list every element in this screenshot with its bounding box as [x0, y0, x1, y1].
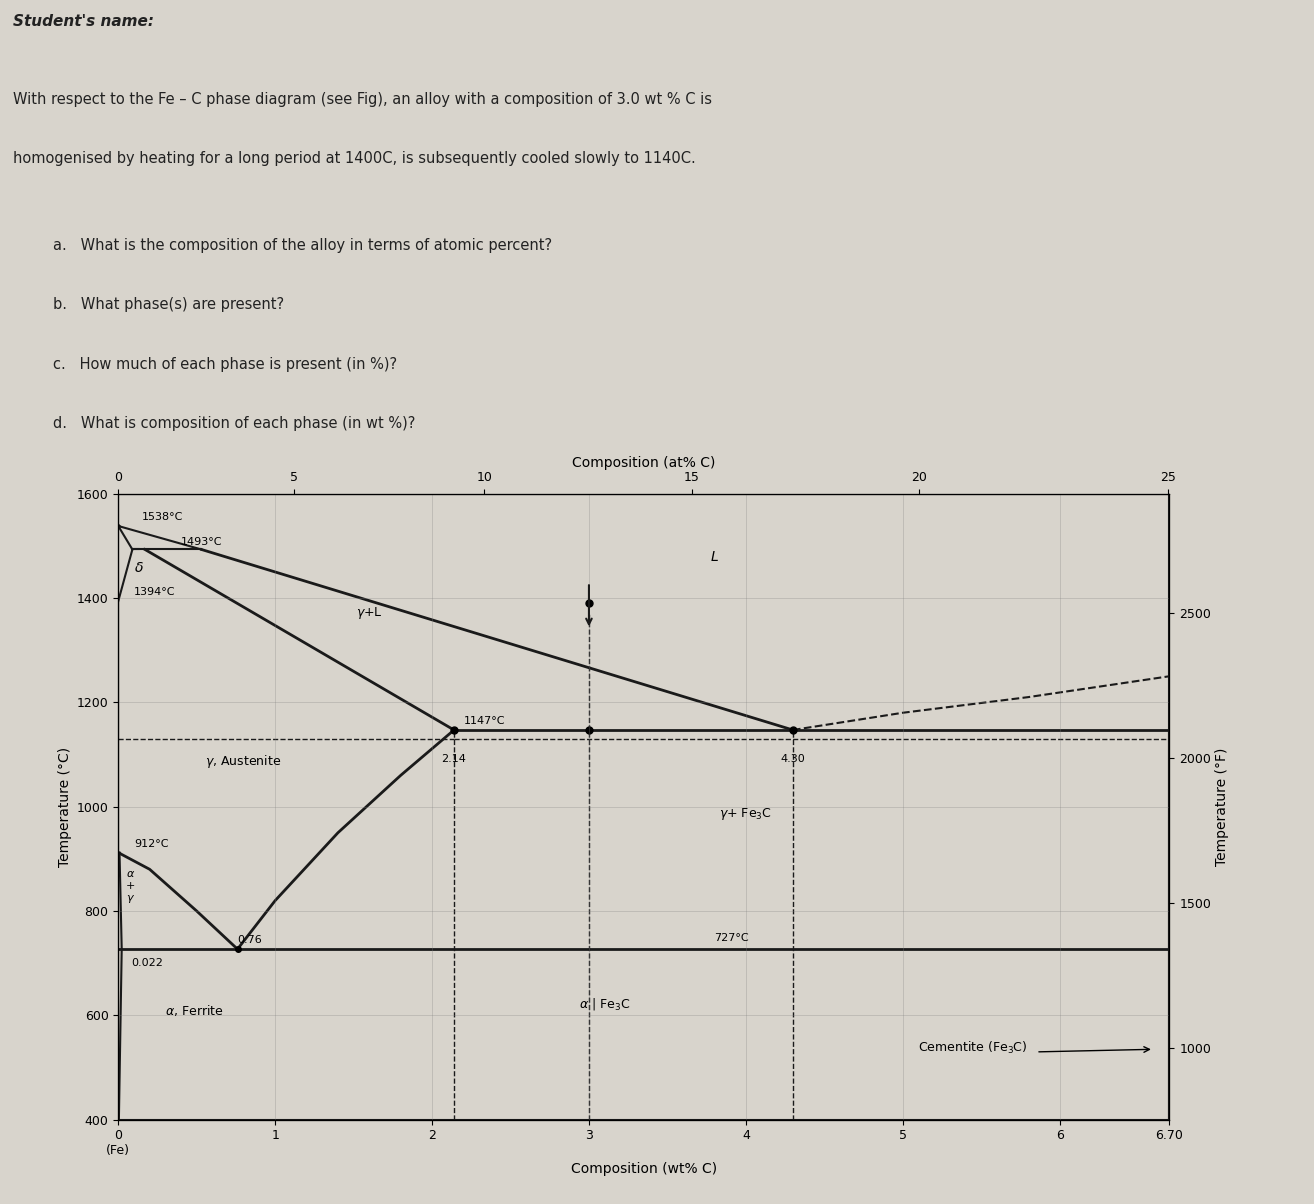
- Text: Student's name:: Student's name:: [13, 13, 154, 29]
- Text: 0.022: 0.022: [131, 958, 163, 968]
- Text: $\delta$: $\delta$: [134, 561, 143, 574]
- Text: b.   What phase(s) are present?: b. What phase(s) are present?: [53, 297, 284, 312]
- Text: $\gamma$+L: $\gamma$+L: [356, 606, 382, 621]
- Text: $\gamma$, Austenite: $\gamma$, Austenite: [205, 752, 281, 769]
- Text: d.   What is composition of each phase (in wt %)?: d. What is composition of each phase (in…: [53, 417, 415, 431]
- Text: 0.76: 0.76: [238, 936, 263, 945]
- Text: $\gamma$+ Fe$_3$C: $\gamma$+ Fe$_3$C: [719, 807, 773, 822]
- Text: 1394°C: 1394°C: [134, 588, 176, 597]
- Text: L: L: [711, 550, 719, 565]
- Text: 1538°C: 1538°C: [142, 512, 183, 521]
- Text: $\alpha$, Ferrite: $\alpha$, Ferrite: [166, 1003, 225, 1019]
- Y-axis label: Temperature (°C): Temperature (°C): [59, 746, 72, 867]
- Text: 912°C: 912°C: [134, 839, 168, 849]
- Text: 1493°C: 1493°C: [181, 537, 222, 547]
- Text: a.   What is the composition of the alloy in terms of atomic percent?: a. What is the composition of the alloy …: [53, 238, 552, 253]
- Text: 4.30: 4.30: [781, 755, 805, 765]
- Text: 1147°C: 1147°C: [464, 716, 505, 726]
- Text: 2.14: 2.14: [442, 755, 466, 765]
- X-axis label: Composition (wt% C): Composition (wt% C): [570, 1162, 717, 1175]
- Text: homogenised by heating for a long period at 1400C, is subsequently cooled slowly: homogenised by heating for a long period…: [13, 150, 696, 166]
- Text: Cementite (Fe$_3$C): Cementite (Fe$_3$C): [918, 1040, 1028, 1056]
- Text: With respect to the Fe – C phase diagram (see Fig), an alloy with a composition : With respect to the Fe – C phase diagram…: [13, 92, 712, 106]
- X-axis label: Composition (at% C): Composition (at% C): [572, 456, 716, 470]
- Text: c.   How much of each phase is present (in %)?: c. How much of each phase is present (in…: [53, 356, 397, 372]
- Text: 727°C: 727°C: [715, 933, 749, 943]
- Y-axis label: Temperature (°F): Temperature (°F): [1215, 748, 1229, 866]
- Text: $\alpha$
+
$\gamma$: $\alpha$ + $\gamma$: [126, 869, 135, 904]
- Text: $\alpha$ | Fe$_3$C: $\alpha$ | Fe$_3$C: [579, 996, 631, 1013]
